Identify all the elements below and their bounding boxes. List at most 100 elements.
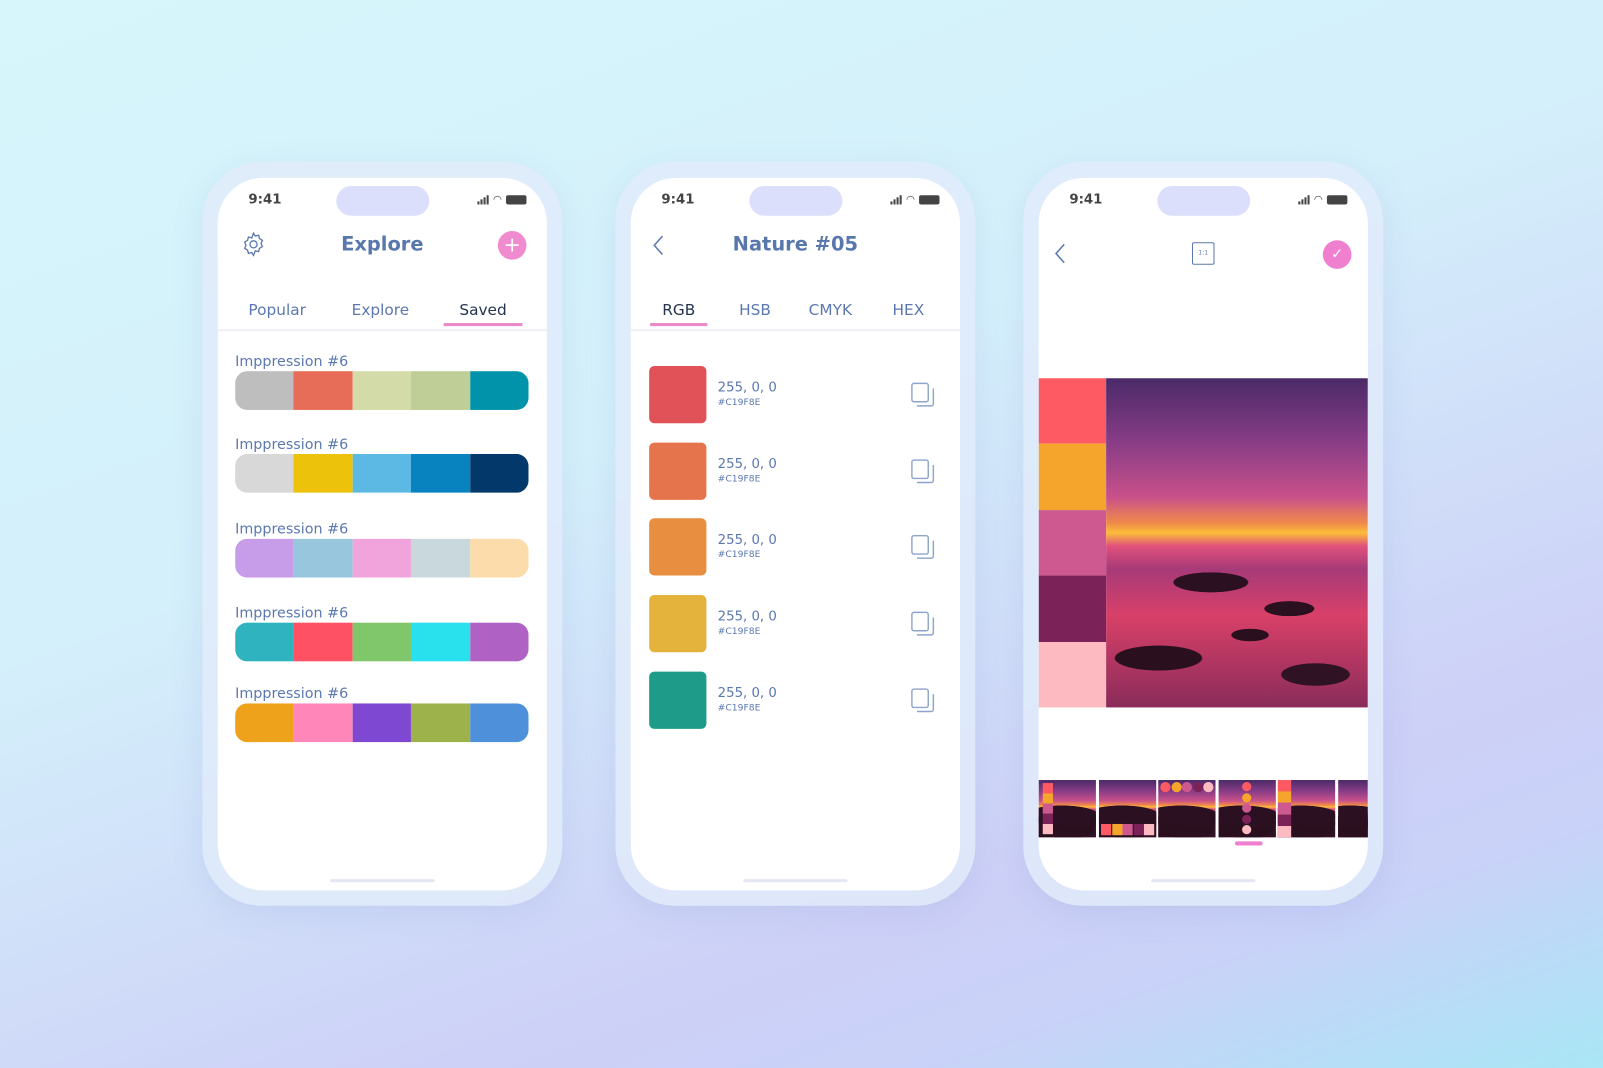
wifi-icon: ◠ [1313,194,1323,206]
color-swatch[interactable] [469,538,529,578]
color-swatch[interactable] [352,622,412,662]
copy-icon[interactable] [911,611,936,638]
color-swatch[interactable] [469,371,529,410]
color-swatch[interactable] [352,703,412,743]
status-icons: ◠ [477,194,527,205]
status-icons: ◠ [1298,194,1348,206]
thumbnail[interactable] [1098,780,1157,838]
back-icon[interactable] [651,234,665,256]
color-swatch[interactable] [293,622,353,662]
color-swatch[interactable] [352,538,412,578]
copy-icon[interactable] [911,535,936,562]
thumbnail[interactable] [1218,780,1276,838]
copy-icon[interactable] [911,688,936,715]
home-indicator [743,879,848,883]
confirm-button[interactable]: ✓ [1322,240,1352,269]
add-button[interactable]: + [497,231,527,260]
color-swatch[interactable] [469,622,529,662]
color-row[interactable]: 255, 0, 0 #C19F8E [649,671,945,729]
palette-chip [1277,780,1292,792]
color-swatch[interactable] [411,538,470,578]
copy-icon[interactable] [911,382,936,409]
palette-chip [1042,803,1053,814]
palette-chip [1042,793,1053,804]
color-row[interactable]: 255, 0, 0 #C19F8E [649,518,945,576]
color-swatch[interactable] [411,453,470,493]
color-swatch[interactable] [469,453,529,493]
color-swatch [649,518,707,576]
phone-editor: 9:41 ◠ 1:1 ✓ [1023,161,1384,906]
color-swatch[interactable] [293,703,353,743]
palette-label: Imppression #6 [235,353,349,371]
color-swatch [649,595,707,653]
thumbnail[interactable] [1338,780,1368,838]
thumbnail[interactable] [1277,780,1336,838]
tab-bar: RGB HSB CMYK HEX [630,299,960,332]
dynamic-island [749,186,843,216]
tab-hex[interactable]: HEX [892,300,925,319]
palette-dot [1242,792,1252,802]
palette-strip[interactable] [235,371,529,410]
extracted-palette [1038,378,1107,708]
palette-dot [1203,782,1214,793]
tab-bar: Popular Explore Saved [217,299,547,332]
tab-popular[interactable]: Popular [248,300,306,319]
sunset-photo [1106,378,1368,708]
palette-chip [1111,823,1122,836]
color-row[interactable]: 255, 0, 0 #C19F8E [649,442,945,500]
color-swatch[interactable] [235,371,294,410]
rgb-value: 255, 0, 0 [717,380,777,396]
color-swatch[interactable] [352,453,412,493]
color-swatch[interactable] [411,622,470,662]
palette-dot [1181,782,1193,793]
hex-value: #C19F8E [717,703,761,714]
color-swatch[interactable] [411,703,470,743]
palette-strip[interactable] [235,453,529,493]
color-swatch[interactable] [411,371,470,410]
palette-chip [1042,783,1053,794]
phone-explore: 9:41 ◠ Explore + Popular Explore Saved I… [202,161,563,906]
tab-hsb[interactable]: HSB [739,300,771,319]
palette-strip[interactable] [235,622,529,662]
copy-icon[interactable] [911,458,936,486]
color-swatch[interactable] [293,538,353,578]
back-icon[interactable] [1053,242,1067,264]
hex-value: #C19F8E [717,626,761,637]
color-swatch[interactable] [293,453,353,493]
palette-chip [1122,823,1133,836]
palette-label: Imppression #6 [235,605,349,622]
palette-chip [1042,813,1053,824]
tab-rgb[interactable]: RGB [650,301,708,327]
palette-dot [1242,824,1252,835]
color-row[interactable]: 255, 0, 0 #C19F8E [649,365,945,424]
palette-strip[interactable] [235,703,529,743]
tab-cmyk[interactable]: CMYK [808,300,853,319]
selected-indicator [1234,841,1263,846]
extracted-color [1038,444,1107,510]
color-swatch[interactable] [293,371,353,410]
palette-chip [1042,823,1053,835]
hex-value: #C19F8E [717,397,761,408]
color-swatch[interactable] [235,703,294,743]
battery-icon [1326,195,1348,205]
color-swatch[interactable] [235,622,294,662]
tab-saved[interactable]: Saved [443,301,523,327]
color-swatch[interactable] [235,538,294,578]
aspect-ratio-button[interactable]: 1:1 [1192,242,1215,265]
color-swatch[interactable] [235,453,294,493]
palette-chip [1277,825,1292,838]
home-indicator [1151,879,1256,883]
palette-dot [1242,782,1252,792]
palette-dot [1160,782,1171,793]
color-row[interactable]: 255, 0, 0 #C19F8E [649,595,945,653]
thumbnail[interactable] [1038,780,1096,838]
color-swatch[interactable] [469,703,529,743]
palette-chip [1277,814,1292,826]
palette-strip[interactable] [235,538,529,578]
status-icons: ◠ [890,194,940,205]
tab-explore[interactable]: Explore [351,300,410,319]
color-swatch[interactable] [352,371,412,410]
rgb-value: 255, 0, 0 [717,456,777,472]
gear-icon[interactable] [240,231,267,258]
thumbnail[interactable] [1158,780,1216,838]
